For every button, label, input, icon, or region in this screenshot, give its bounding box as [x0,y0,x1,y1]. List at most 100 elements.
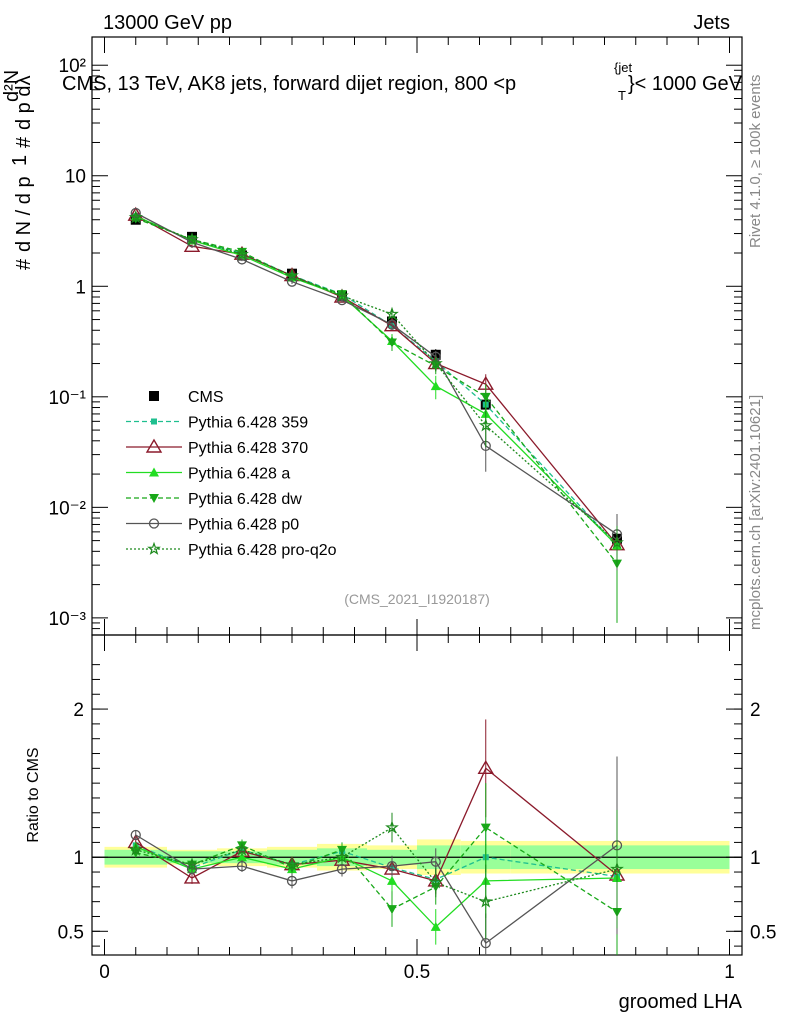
x-tick-label: 0 [99,962,110,983]
ratio-series-pq2o [128,809,624,939]
legend-label-pq2o: Pythia 6.428 pro-q2o [188,542,337,559]
ratio-series-p359 [132,817,620,936]
y-tick-label: 10² [59,56,86,77]
legend-entry-pdw: Pythia 6.428 dw [126,491,302,508]
ratio-point-pq2o [235,842,249,856]
series-pq2o [128,210,624,569]
side-mcplots: mcplots.cern.ch [arXiv:2401.10621] [747,395,764,630]
ratio-point-pp0 [430,856,441,867]
ratio-y-tick-label: 2 [73,700,84,721]
ratio-panel: 0.5 0.5 1 1 2 2 0 0.5 1 [58,634,776,983]
legend-label-p359: Pythia 6.428 359 [188,415,308,432]
y-tick-label: 10⁻² [49,498,87,519]
ratio-point-pp0 [286,875,298,887]
point-pq2o [335,288,349,302]
legend-entry-pp0: Pythia 6.428 p0 [126,517,299,534]
ylabel-dN: d N / d p [13,176,35,252]
point-pq2o [128,210,143,224]
legend: CMS Pythia 6.428 359 Pythia 6.428 370 Pythi… [126,389,337,559]
ratio-y-axis-label: Ratio to CMS [25,747,42,842]
legend-entry-pa: Pythia 6.428 a [126,466,290,483]
y-tick-label: 10 [65,167,86,188]
ratio-y-tick-label-right: 2 [750,700,761,721]
ratio-point-pdw [480,823,491,833]
x-tick-label: 1 [724,962,735,983]
ratio-y-tick-label-right: 1 [750,848,761,869]
ratio-series-p370 [127,719,626,935]
ratio-point-p370 [477,759,494,775]
ratio-point-pp0 [236,860,248,872]
point-p370 [383,317,401,332]
legend-label-pp0: Pythia 6.428 p0 [188,517,299,534]
point-pq2o [235,246,249,261]
y-tick-label: 10⁻¹ [49,388,87,409]
legend-marker-pa [149,467,159,477]
plot-title-sup: {jet [614,60,632,75]
plot-title-sub: T [618,88,626,103]
point-pq2o [385,306,399,321]
legend-marker-data [149,391,159,401]
main-axis-ticks: 10⁻³ 10⁻² 10⁻¹ 1 10 10² [49,37,742,636]
side-rivet: Rivet 4.1.0, ≥ 100k events [747,75,764,248]
ratio-point-pq2o [478,894,493,908]
point-pq2o [610,535,624,549]
main-panel: 10⁻³ 10⁻² 10⁻¹ 1 10 10² [49,36,743,636]
legend-label-pa: Pythia 6.428 a [188,466,290,483]
ratio-point-pq2o [185,857,199,871]
point-pq2o [185,232,199,246]
legend-marker-pdw [149,494,159,503]
point-pdw [480,392,491,402]
ratio-point-pa [430,921,441,931]
x-axis-label: groomed LHA [619,991,743,1013]
legend-marker-p359 [151,418,157,425]
ratio-point-pp0 [130,829,141,841]
ratio-axis-ticks: 0.5 0.5 1 1 2 2 0 0.5 1 [58,635,776,983]
ratio-point-pp0 [386,860,398,872]
ratio-point-pq2o [285,857,299,871]
ratio-series-group [127,719,626,955]
y-tick-label: 10⁻³ [49,609,87,630]
plot-title-end: }< 1000 GeV [628,73,743,95]
energy-label: 13000 GeV pp [103,12,232,34]
ylabel-d2N: d²N [1,70,23,102]
legend-marker-pq2o [147,541,161,555]
legend-label-pdw: Pythia 6.428 dw [188,491,302,508]
point-pp0 [186,237,198,248]
plot-title: CMS, 13 TeV, AK8 jets, forward dijet reg… [62,60,743,103]
ylabel-dp: d p dλ [13,76,35,130]
main-series-group [127,206,626,623]
ratio-point-pq2o [385,820,399,834]
series-line-pp0 [135,212,618,535]
point-pq2o [478,418,493,432]
ratio-point-pa [237,852,247,862]
legend-entry-pq2o: Pythia 6.428 pro-q2o [126,541,337,559]
point-pa [430,381,441,391]
ratio-point-pq2o [335,849,349,864]
ylabel-1: 1 [9,155,31,166]
ratio-point-pdw [387,905,397,915]
category-label: Jets [693,12,730,34]
legend-entry-p370: Pythia 6.428 370 [126,438,308,457]
ratio-point-pa [387,875,397,885]
legend-label-p370: Pythia 6.428 370 [188,440,308,457]
ratio-y-tick-label-right: 0.5 [750,922,776,943]
main-y-axis-label: # d N / d p 1 # d p dλ d²N [1,70,35,270]
ratio-point-p370 [183,869,201,884]
legend-marker-pp0 [148,518,160,529]
ratio-point-pq2o [428,875,443,889]
analysis-id: (CMS_2021_I1920187) [344,591,490,607]
plot-title-main: CMS, 13 TeV, AK8 jets, forward dijet reg… [62,73,516,95]
point-pp0 [386,319,398,330]
ylabel-hash-1: # [13,258,35,270]
x-tick-label: 0.5 [404,962,430,983]
legend-label-data: CMS [188,389,224,406]
legend-entry-p359: Pythia 6.428 359 [126,415,308,432]
ratio-point-pq2o [128,842,143,856]
point-pq2o [285,268,299,282]
ratio-y-tick-label: 1 [73,848,84,869]
legend-entry-data: CMS [149,389,224,406]
ratio-point-pq2o [610,861,624,875]
point-pdw [237,247,247,257]
point-pdw [387,338,397,348]
